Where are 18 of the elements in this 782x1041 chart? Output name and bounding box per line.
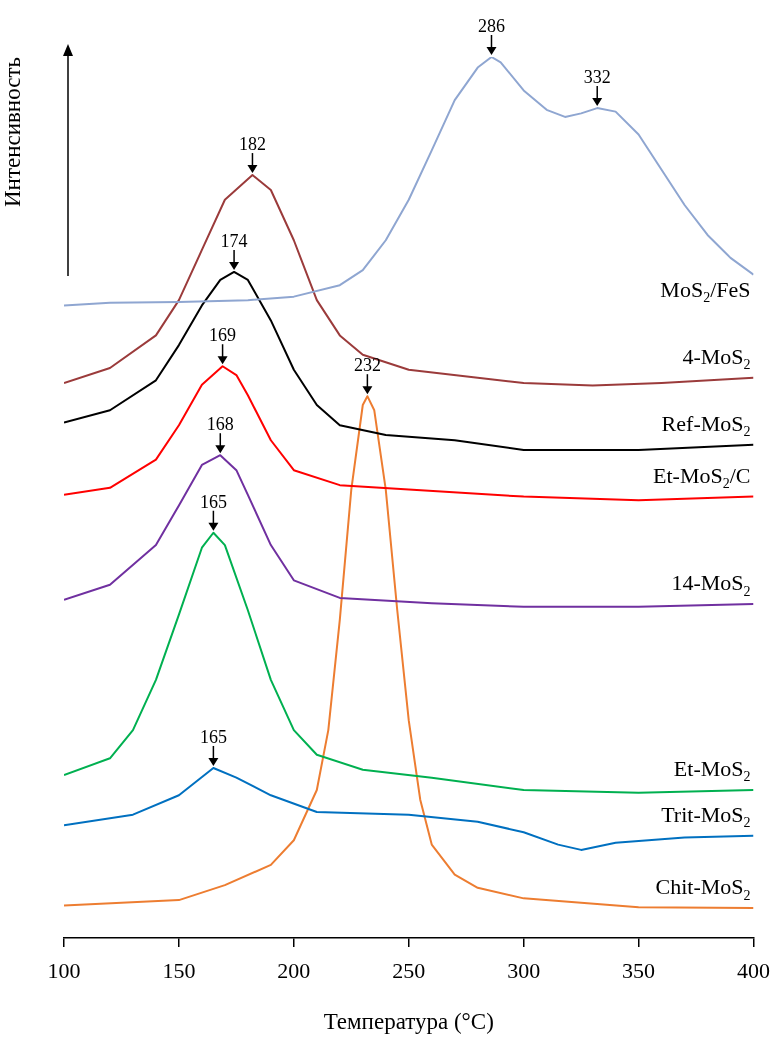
annotation: 174	[220, 230, 248, 251]
annotation: 165	[199, 491, 227, 512]
x-tick-label: 300	[507, 957, 541, 983]
x-tick-label: 150	[162, 957, 196, 983]
x-tick-label: 200	[277, 957, 311, 983]
x-tick-label: 250	[392, 957, 426, 983]
annotation: 168	[206, 414, 234, 435]
annotation: 332	[583, 67, 611, 88]
annotation: 182	[238, 134, 266, 155]
x-tick-label: 350	[622, 957, 656, 983]
annotation: 286	[477, 16, 505, 36]
x-axis-title: Температура (°C)	[323, 1009, 494, 1035]
y-axis-title: Интенсивность	[0, 57, 25, 207]
x-tick-label: 100	[47, 957, 81, 983]
annotation: 169	[209, 325, 237, 346]
x-tick-label: 400	[737, 957, 770, 983]
annotation: 165	[199, 726, 227, 747]
annotation: 232	[353, 355, 381, 376]
